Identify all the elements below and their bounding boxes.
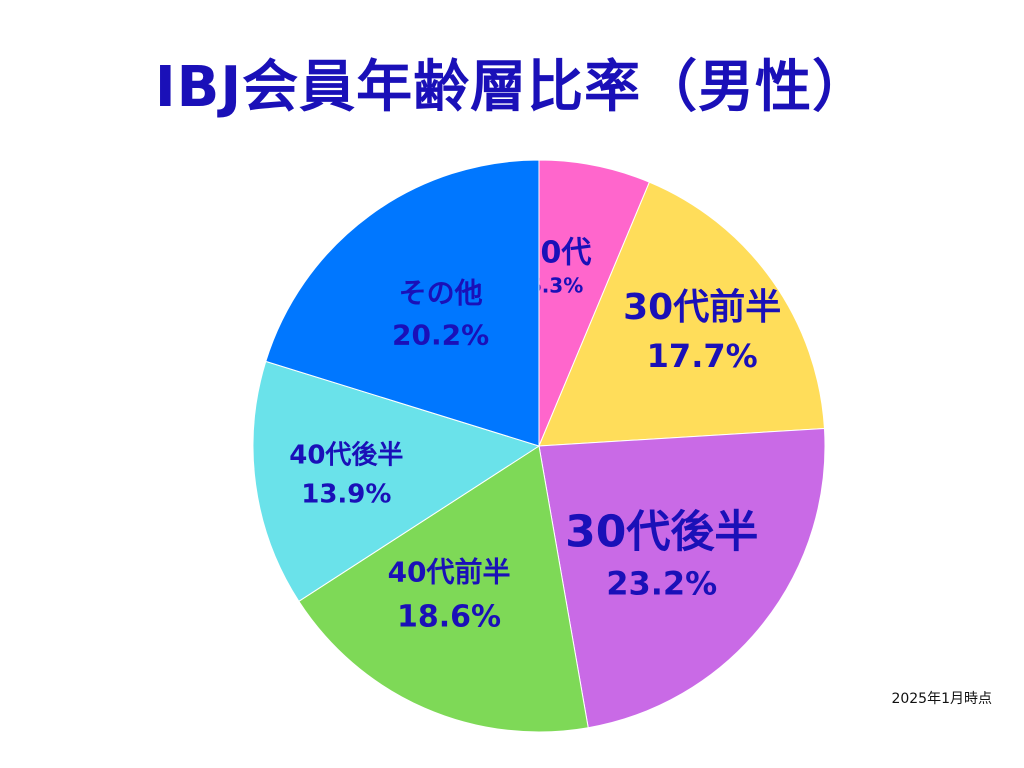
pie-slice bbox=[252, 360, 541, 602]
pie-slice bbox=[538, 181, 825, 447]
slice-category-label: 40代後半 bbox=[289, 439, 403, 470]
pie-slice bbox=[265, 159, 540, 447]
slice-category-label: 30代前半 bbox=[623, 287, 781, 328]
pie-slice bbox=[538, 427, 826, 729]
slice-category-label: 40代前半 bbox=[388, 556, 511, 589]
slice-value-label: 18.6% bbox=[397, 600, 501, 635]
slice-category-label: 30代後半 bbox=[565, 506, 758, 557]
chart-title: IBJ会員年齢層比率（男性） bbox=[154, 55, 870, 120]
slice-category-label: その他 bbox=[399, 277, 483, 310]
slice-value-label: 13.9% bbox=[301, 479, 391, 509]
date-note: 2025年1月時点 bbox=[891, 691, 992, 707]
pie-slice bbox=[538, 159, 651, 447]
pie-slice bbox=[298, 445, 589, 733]
slice-value-label: 17.7% bbox=[647, 337, 758, 375]
slice-value-label: 20.2% bbox=[392, 319, 489, 352]
slice-value-label: 23.2% bbox=[606, 564, 717, 602]
